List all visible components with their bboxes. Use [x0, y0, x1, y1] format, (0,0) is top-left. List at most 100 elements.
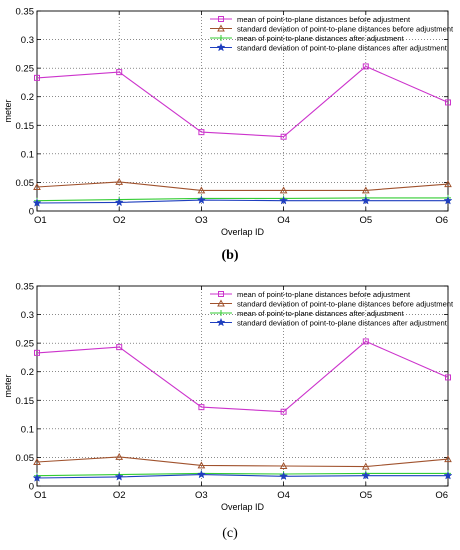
- data-point: [280, 133, 287, 140]
- data-point: [32, 473, 42, 482]
- y-tick-label: 0.3: [21, 35, 34, 46]
- legend: mean of point-to-plane distances before …: [210, 15, 454, 53]
- y-tick-label: 0.1: [21, 149, 34, 160]
- y-tick-label: 0.2: [21, 92, 34, 103]
- chart-panel-b: 0 0.05 0.1 0.15 0.2 0.25 0.3 0.35 O1 O2 O3 O4 O5 O6 Ov…: [3, 7, 454, 264]
- data-point: [443, 471, 453, 480]
- data-point: [197, 186, 206, 194]
- data-point: [34, 349, 40, 356]
- series-line: [36, 199, 448, 204]
- x-tick-label: O3: [195, 215, 208, 226]
- y-axis-label: meter: [3, 374, 13, 397]
- data-point: [443, 196, 453, 205]
- data-point: [444, 455, 452, 463]
- data-point: [445, 99, 451, 106]
- line-chart-c: 0 0.05 0.1 0.15 0.2 0.25 0.3 0.35 O1 O2 O3 O4 O5 O6 Ov…: [3, 282, 454, 513]
- series-line: [36, 472, 448, 477]
- series-line: [36, 474, 448, 479]
- y-tick-label: 0.05: [16, 178, 35, 189]
- series-line: [36, 340, 449, 413]
- series-group: [33, 177, 452, 194]
- x-tick-label: O1: [34, 215, 47, 226]
- data-point: [279, 471, 289, 481]
- legend-marker: [216, 42, 226, 52]
- legend: mean of point-to-plane distances before …: [210, 290, 454, 328]
- x-tick-label: O6: [435, 490, 448, 501]
- data-point: [116, 69, 123, 76]
- legend-marker: [216, 317, 226, 327]
- legend-label: standard deviation of point-to-plane dis…: [237, 300, 454, 309]
- chart-panel-c: 0 0.05 0.1 0.15 0.2 0.25 0.3 0.35 O1 O2 O3 O4 O5 O6 Ov…: [0, 275, 460, 550]
- series-line: [36, 197, 448, 202]
- data-point: [279, 461, 288, 469]
- series-line: [36, 65, 449, 138]
- plot-frame: [36, 285, 449, 487]
- y-tick-label: 0: [29, 207, 34, 218]
- series-group: [32, 469, 453, 482]
- data-point: [362, 338, 369, 345]
- legend-label: mean of point-to-plane distances before …: [237, 290, 411, 299]
- data-point: [279, 196, 289, 205]
- data-point: [280, 408, 287, 415]
- legend-marker: [218, 16, 224, 22]
- data-point: [33, 182, 41, 190]
- series-group: [32, 195, 453, 207]
- x-axis-label: Overlap ID: [221, 502, 265, 512]
- x-tick-label: O5: [359, 490, 372, 501]
- series-group: [33, 452, 452, 470]
- series-group: [34, 63, 451, 140]
- y-tick-label: 0.25: [16, 339, 35, 350]
- x-tick-label: O1: [34, 490, 47, 501]
- data-point: [114, 197, 124, 207]
- x-tick-label: O5: [359, 215, 372, 226]
- figure-caption-b: (b): [221, 248, 239, 263]
- data-point: [444, 180, 452, 188]
- x-tick-label: O4: [277, 490, 290, 501]
- x-tick-label: O6: [435, 215, 448, 226]
- y-tick-label: 0.15: [16, 396, 35, 407]
- data-point: [198, 404, 205, 411]
- data-point: [361, 462, 370, 470]
- data-point: [196, 469, 206, 479]
- y-tick-label: 0.25: [16, 64, 35, 75]
- y-tick-label: 0.15: [16, 121, 35, 132]
- legend-marker: [218, 35, 224, 41]
- data-point: [196, 195, 206, 204]
- y-tick-label: 0: [29, 482, 34, 493]
- data-point: [361, 471, 371, 480]
- data-point: [114, 472, 124, 481]
- legend-label: mean of point-to-plane distances after a…: [237, 309, 405, 318]
- y-tick-label: 0.05: [16, 453, 35, 464]
- x-tick-label: O4: [277, 215, 290, 226]
- data-point: [116, 344, 123, 351]
- legend-marker: [218, 291, 224, 297]
- grid-lines: [36, 285, 449, 487]
- legend-marker: [217, 299, 225, 307]
- figure-caption-c: (c): [222, 526, 238, 541]
- x-tick-label: O3: [195, 490, 208, 501]
- data-point: [279, 186, 288, 194]
- x-tick-label: O2: [113, 490, 126, 501]
- series-group: [34, 338, 451, 415]
- data-point: [361, 196, 371, 205]
- data-point: [197, 461, 206, 469]
- legend-marker: [217, 24, 225, 32]
- line-chart-b: 0 0.05 0.1 0.15 0.2 0.25 0.3 0.35 O1 O2 O3 O4 O5 O6 Ov…: [3, 7, 454, 238]
- legend-label: standard deviation of point-to-plane dis…: [237, 25, 454, 34]
- grid-lines: [36, 10, 449, 212]
- legend-label: standard deviation of point-to-plane dis…: [237, 44, 448, 53]
- plot-frame: [36, 10, 449, 212]
- data-point: [362, 63, 369, 70]
- series-line: [36, 181, 449, 191]
- x-axis-label: Overlap ID: [221, 227, 265, 237]
- y-tick-label: 0.1: [21, 424, 34, 435]
- legend-marker: [218, 310, 224, 316]
- data-point: [198, 129, 205, 136]
- legend-label: mean of point-to-plane distances after a…: [237, 34, 405, 43]
- y-tick-label: 0.35: [16, 282, 35, 293]
- data-point: [33, 457, 41, 465]
- series-line: [36, 456, 449, 468]
- data-point: [445, 374, 451, 381]
- y-tick-label: 0.3: [21, 310, 34, 321]
- data-point: [115, 452, 124, 460]
